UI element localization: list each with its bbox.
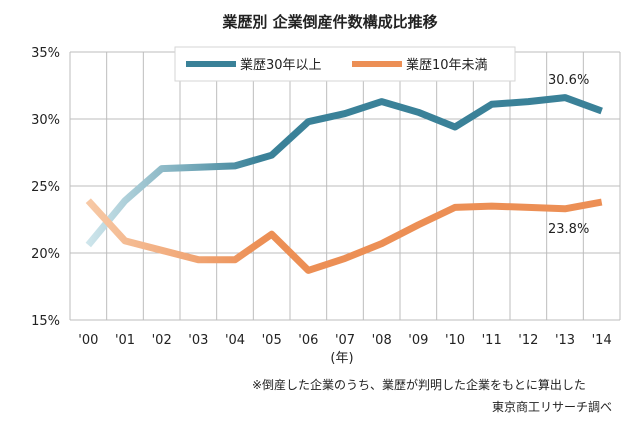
chart-title: 業歴別 企業倒産件数構成比推移 (221, 13, 437, 31)
x-tick-label: '13 (555, 333, 575, 348)
y-axis: 15% 20% 25% 30% 35% (31, 46, 60, 329)
x-tick-label: '07 (335, 333, 355, 348)
legend-label-1: 業歴10年未満 (406, 57, 488, 73)
gridlines (69, 51, 621, 321)
x-tick-label: '10 (445, 333, 465, 348)
source-credit: 東京商工リサーチ調べ (492, 400, 613, 414)
series-line-1 (85, 198, 603, 274)
x-axis: '00 '01 '02 '03 '04 '05 '06 '07 '08 '09 '10 '11 '12 '… (78, 333, 611, 348)
x-axis-unit: (年) (330, 351, 353, 366)
series-line-0 (85, 94, 603, 248)
x-tick-label: '03 (188, 333, 208, 348)
x-tick-label: '04 (225, 333, 245, 348)
data-labels: 30.6% 23.8% (548, 73, 589, 237)
y-tick-label: 25% (31, 180, 60, 195)
x-tick-label: '08 (372, 333, 392, 348)
x-tick-label: '09 (408, 333, 428, 348)
end-label-0: 30.6% (548, 73, 589, 88)
x-tick-label: '05 (262, 333, 282, 348)
end-label-1: 23.8% (548, 222, 589, 237)
x-tick-label: '02 (152, 333, 172, 348)
legend: 業歴30年以上 業歴10年未満 (174, 46, 516, 82)
x-tick-label: '11 (482, 333, 502, 348)
footnote: ※倒産した企業のうち、業歴が判明した企業をもとに算出した (252, 378, 586, 392)
y-tick-label: 20% (31, 247, 60, 262)
y-tick-label: 35% (31, 46, 60, 61)
y-tick-label: 15% (31, 314, 60, 329)
x-tick-label: '00 (78, 333, 98, 348)
x-tick-label: '12 (518, 333, 538, 348)
x-tick-label: '14 (592, 333, 612, 348)
y-tick-label: 30% (31, 113, 60, 128)
x-tick-label: '01 (115, 333, 135, 348)
x-tick-label: '06 (298, 333, 318, 348)
series-lines (85, 94, 603, 274)
legend-label-0: 業歴30年以上 (240, 57, 322, 73)
